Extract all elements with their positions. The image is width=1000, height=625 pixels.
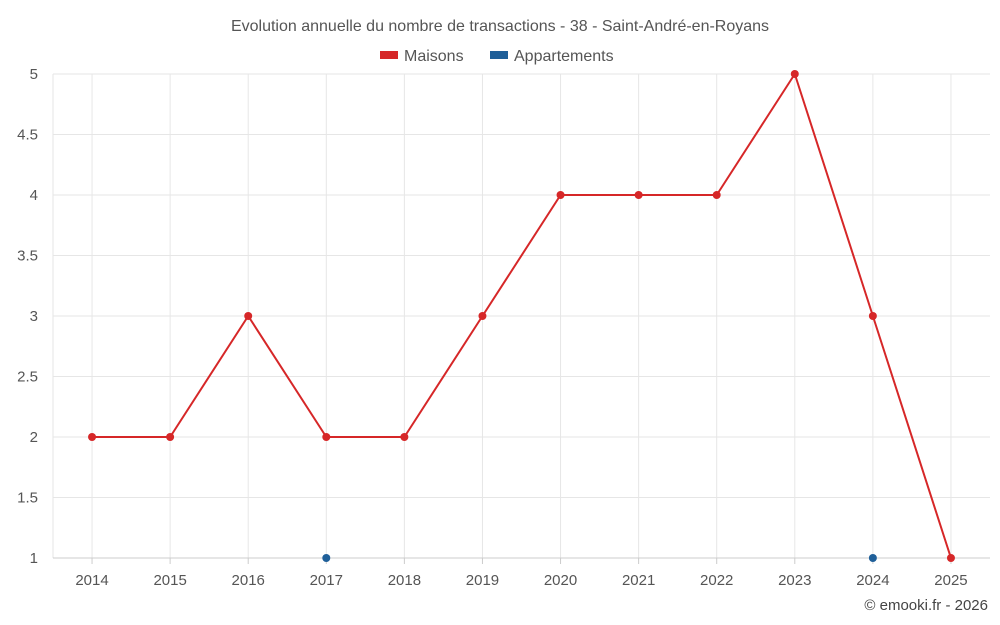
x-tick-label: 2014: [75, 572, 108, 589]
x-axis: 2014 2015 2016 2017 2018 2019 2020 2021 2022 2023…: [75, 558, 968, 589]
grid: [52, 73, 990, 559]
x-tick-label: 2023: [778, 572, 811, 589]
series-layer: [88, 70, 955, 562]
series-line-maisons: [92, 73, 952, 559]
credit-text: © emooki.fr - 2026: [864, 597, 988, 614]
data-point-maisons-2023: [790, 70, 799, 78]
data-point-maisons-2019: [478, 312, 487, 320]
y-tick-label: 2.5: [17, 369, 38, 386]
x-tick-label: 2024: [856, 572, 889, 589]
x-tick-label: 2019: [466, 572, 499, 589]
data-point-maisons-2025: [946, 554, 955, 562]
legend-item-maisons: Maisons: [380, 48, 464, 65]
data-point-maisons-2016: [244, 312, 253, 320]
legend-label-appartements: Appartements: [514, 48, 614, 65]
legend-item-appartements: Appartements: [490, 48, 614, 65]
y-tick-label: 3.5: [17, 248, 38, 265]
data-point-appartements-2017: [322, 554, 331, 562]
x-tick-label: 2021: [622, 572, 655, 589]
y-tick-label: 2: [30, 429, 38, 446]
x-tick-label: 2015: [153, 572, 186, 589]
x-tick-label: 2018: [388, 572, 421, 589]
y-tick-label: 5: [30, 66, 38, 83]
data-point-appartements-2024: [868, 554, 877, 562]
y-tick-label: 1.5: [17, 490, 38, 507]
legend-swatch-maisons: [380, 51, 398, 59]
x-tick-label: 2022: [700, 572, 733, 589]
x-tick-label: 2020: [544, 572, 577, 589]
x-tick-label: 2016: [232, 572, 265, 589]
y-tick-label: 1: [30, 550, 38, 567]
legend-label-maisons: Maisons: [404, 48, 464, 65]
data-point-maisons-2020: [556, 191, 565, 199]
data-point-maisons-2021: [634, 191, 643, 199]
x-tick-label: 2025: [934, 572, 967, 589]
data-point-maisons-2018: [400, 433, 409, 441]
y-tick-label: 4: [30, 187, 38, 204]
data-point-maisons-2015: [166, 433, 175, 441]
y-tick-label: 3: [30, 308, 38, 325]
chart-title: Evolution annuelle du nombre de transact…: [231, 18, 769, 35]
y-axis: 1 1.5 2 2.5 3 3.5 4 4.5 5: [17, 66, 38, 567]
data-point-maisons-2022: [712, 191, 721, 199]
x-tick-label: 2017: [310, 572, 343, 589]
data-point-maisons-2024: [868, 312, 877, 320]
data-point-maisons-2014: [88, 433, 97, 441]
data-point-maisons-2017: [322, 433, 331, 441]
legend: Maisons Appartements: [380, 48, 614, 65]
legend-swatch-appartements: [490, 51, 508, 59]
y-tick-label: 4.5: [17, 127, 38, 144]
